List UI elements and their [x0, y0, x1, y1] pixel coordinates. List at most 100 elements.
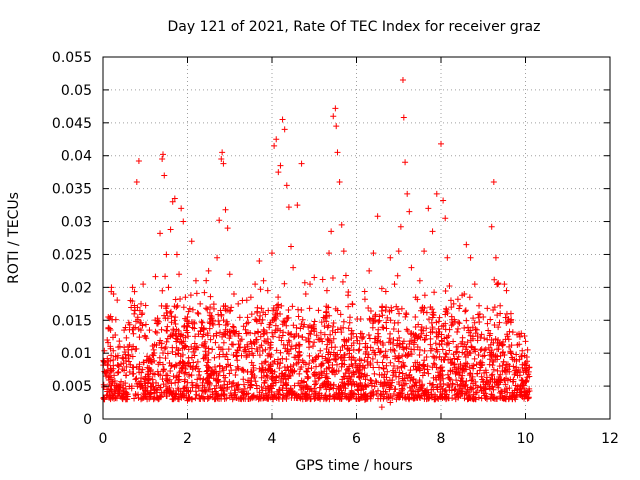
data-point: [161, 345, 168, 352]
data-point: [162, 355, 169, 362]
data-point: [128, 383, 135, 390]
data-point: [418, 383, 425, 390]
data-point: [240, 323, 247, 330]
data-point: [518, 353, 525, 360]
data-point: [513, 367, 520, 374]
data-point: [436, 353, 443, 360]
data-point: [287, 346, 294, 353]
data-point: [180, 218, 187, 225]
data-point: [139, 322, 146, 329]
data-point: [100, 358, 107, 365]
data-point: [449, 394, 456, 401]
data-point: [432, 374, 439, 381]
data-point: [416, 277, 423, 284]
data-point: [240, 376, 247, 383]
data-point: [257, 344, 264, 351]
data-point: [380, 395, 387, 402]
data-point: [331, 395, 338, 402]
data-point: [392, 386, 399, 393]
data-point: [375, 387, 382, 394]
data-point: [378, 391, 385, 398]
data-point: [182, 294, 189, 301]
data-point: [370, 364, 377, 371]
data-point: [466, 294, 473, 301]
data-point: [351, 390, 358, 397]
data-point: [169, 198, 176, 205]
data-point: [129, 298, 136, 305]
data-point: [322, 313, 329, 320]
data-point: [357, 330, 364, 337]
data-point: [476, 367, 483, 374]
data-point: [475, 311, 482, 318]
data-point: [324, 324, 331, 331]
data-point: [463, 391, 470, 398]
data-point: [234, 347, 241, 354]
data-point: [171, 195, 178, 202]
data-point: [328, 228, 335, 235]
data-point: [298, 307, 305, 314]
data-point: [202, 351, 209, 358]
data-point: [477, 347, 484, 354]
data-point: [506, 385, 513, 392]
data-point: [305, 374, 312, 381]
data-point: [253, 382, 260, 389]
data-point: [487, 378, 494, 385]
data-point: [288, 343, 295, 350]
data-point: [194, 358, 201, 365]
data-point: [418, 323, 425, 330]
data-point: [103, 373, 110, 380]
data-point: [182, 334, 189, 341]
data-point: [397, 390, 404, 397]
data-point: [428, 345, 435, 352]
data-point: [253, 317, 260, 324]
data-point: [496, 319, 503, 326]
data-point: [127, 361, 134, 368]
data-point: [372, 351, 379, 358]
data-point: [226, 335, 233, 342]
data-point: [402, 313, 409, 320]
data-point: [107, 357, 114, 364]
data-point: [285, 314, 292, 321]
data-point: [162, 273, 169, 280]
data-point: [303, 394, 310, 401]
data-point: [470, 395, 477, 402]
data-point: [275, 169, 282, 176]
data-point: [471, 355, 478, 362]
data-point: [295, 332, 302, 339]
data-point: [254, 304, 261, 311]
data-point: [173, 326, 180, 333]
data-point: [461, 325, 468, 332]
data-point: [404, 190, 411, 197]
data-point: [296, 342, 303, 349]
data-point: [465, 394, 472, 401]
data-point: [457, 388, 464, 395]
data-point: [355, 382, 362, 389]
data-point: [185, 346, 192, 353]
data-point: [269, 380, 276, 387]
data-point: [413, 394, 420, 401]
data-point: [377, 392, 384, 399]
data-point: [390, 390, 397, 397]
data-point: [444, 371, 451, 378]
data-point: [459, 349, 466, 356]
data-point: [184, 329, 191, 336]
data-point: [500, 358, 507, 365]
data-point: [396, 381, 403, 388]
data-point: [191, 340, 198, 347]
data-point: [318, 369, 325, 376]
data-point: [400, 114, 407, 121]
data-point: [324, 336, 331, 343]
data-point: [326, 250, 333, 257]
data-point: [228, 392, 235, 399]
data-point: [174, 385, 181, 392]
data-point: [253, 336, 260, 343]
data-point: [193, 290, 200, 297]
data-point: [104, 337, 111, 344]
data-point: [325, 337, 332, 344]
data-point: [423, 309, 430, 316]
data-point: [216, 217, 223, 224]
data-point: [258, 305, 265, 312]
data-point: [353, 333, 360, 340]
data-point: [121, 327, 128, 334]
data-point: [178, 368, 185, 375]
